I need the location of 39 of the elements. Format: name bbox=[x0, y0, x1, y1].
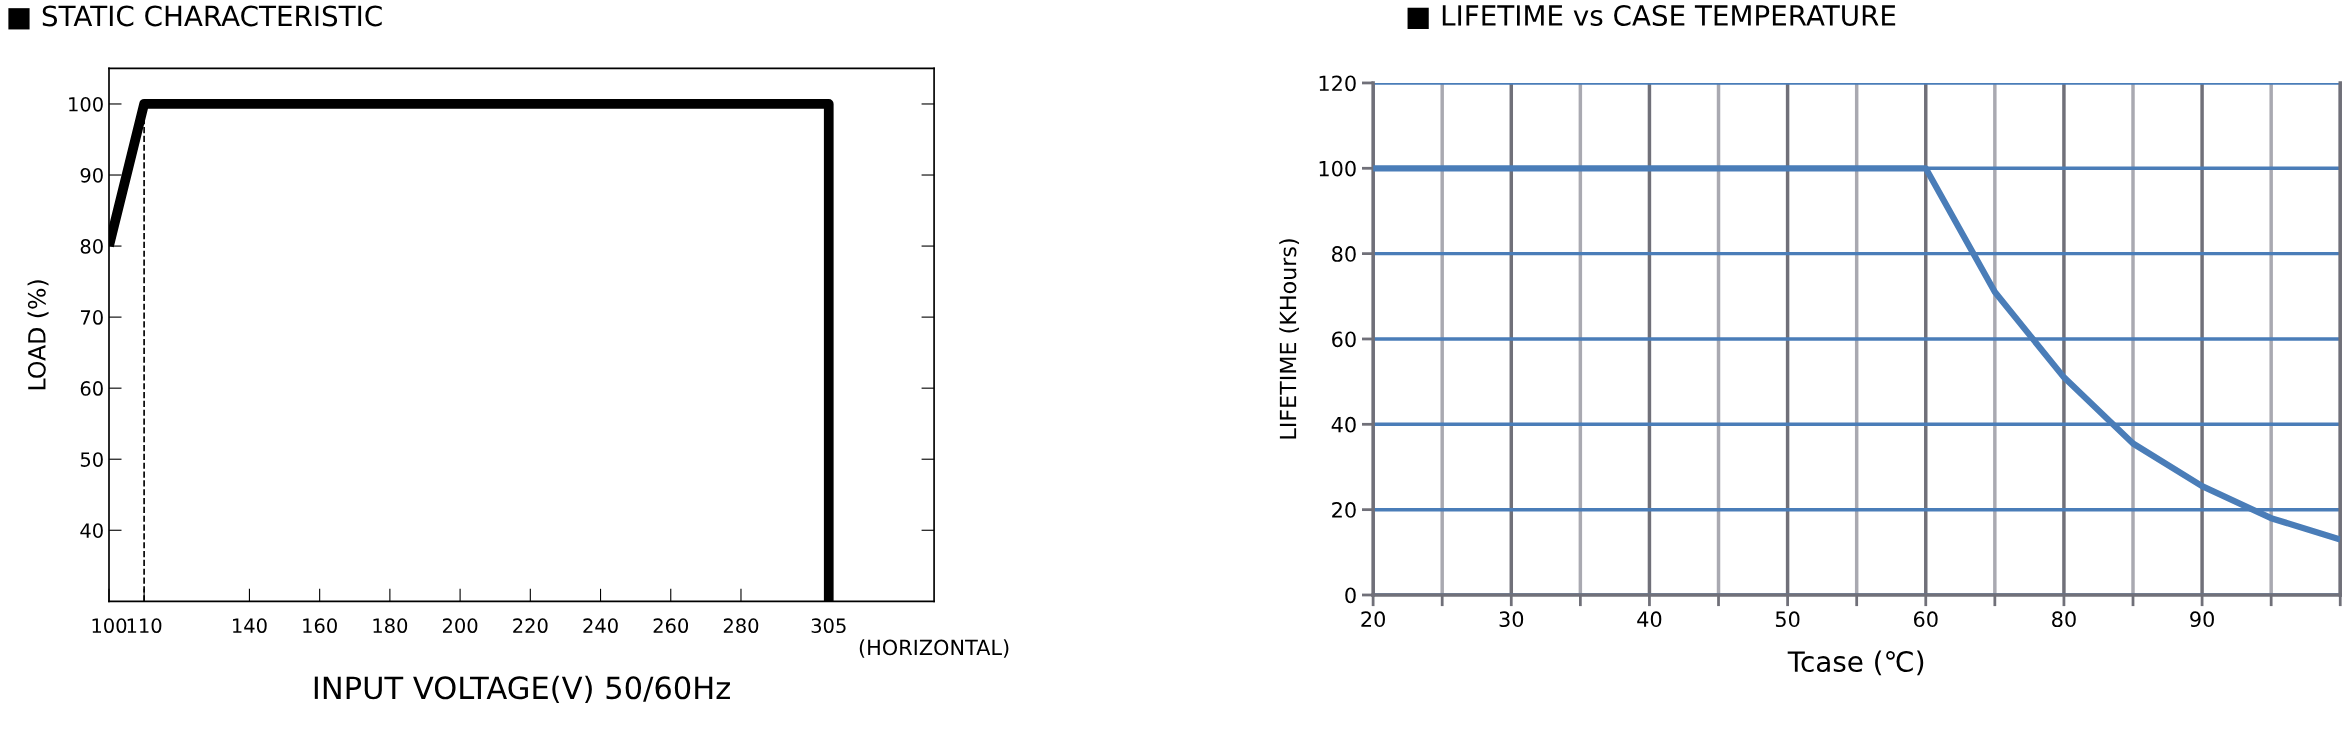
y-tick-label: 100 bbox=[69, 96, 103, 112]
x-tick-label: 160 bbox=[303, 618, 337, 634]
x-tick-label: 140 bbox=[233, 618, 267, 634]
x-tick-label: 180 bbox=[373, 618, 408, 634]
y-tick-label: 60 bbox=[80, 381, 103, 396]
x-tick-label: 305 bbox=[811, 618, 846, 634]
x-tick-label: 30 bbox=[1499, 611, 1524, 628]
x-tick-label: 100 bbox=[92, 618, 127, 634]
y-axis-title: LOAD (%) bbox=[27, 280, 49, 390]
x-tick-label: 80 bbox=[2052, 611, 2076, 628]
chart-title: ■ LIFETIME vs CASE TEMPERATURE bbox=[1407, 4, 1896, 29]
x-tick-label: 280 bbox=[723, 618, 759, 634]
x-tick-label: 110 bbox=[127, 618, 162, 634]
y-tick-label: 100 bbox=[1319, 160, 1356, 177]
y-tick-label: 40 bbox=[80, 523, 103, 538]
y-tick-label: 80 bbox=[80, 239, 103, 254]
y-tick-label: 40 bbox=[1331, 416, 1356, 433]
x-tick-label: 240 bbox=[583, 618, 618, 634]
y-tick-label: 20 bbox=[1332, 502, 1356, 518]
x-tick-label: 220 bbox=[513, 618, 548, 634]
x-tick-label: 60 bbox=[1913, 611, 1938, 628]
y-tick-label: 50 bbox=[80, 452, 103, 467]
chart-title: ■ STATIC CHARACTERISTIC bbox=[8, 5, 382, 30]
y-tick-label: 80 bbox=[1332, 246, 1356, 262]
y-tick-label: 90 bbox=[80, 167, 103, 183]
x-tick-label: 200 bbox=[442, 618, 478, 634]
x-tick-label: 90 bbox=[2190, 611, 2214, 628]
text: (HORIZONTAL) bbox=[859, 639, 1009, 658]
y-tick-label: 0 bbox=[1345, 587, 1356, 604]
y-tick-label: 60 bbox=[1332, 331, 1356, 348]
x-tick-label: 260 bbox=[653, 618, 689, 634]
x-tick-label: 50 bbox=[1775, 611, 1800, 628]
x-axis-title: Tcase (℃) bbox=[1787, 650, 1924, 676]
y-axis-title: LIFETIME (KHours) bbox=[1279, 239, 1300, 439]
x-tick-label: 20 bbox=[1361, 611, 1385, 628]
y-tick-label: 70 bbox=[80, 310, 103, 325]
x-axis-title: INPUT VOLTAGE(V) 50/60Hz bbox=[314, 675, 730, 703]
x-tick-label: 40 bbox=[1637, 611, 1662, 628]
y-tick-label: 120 bbox=[1319, 75, 1356, 92]
